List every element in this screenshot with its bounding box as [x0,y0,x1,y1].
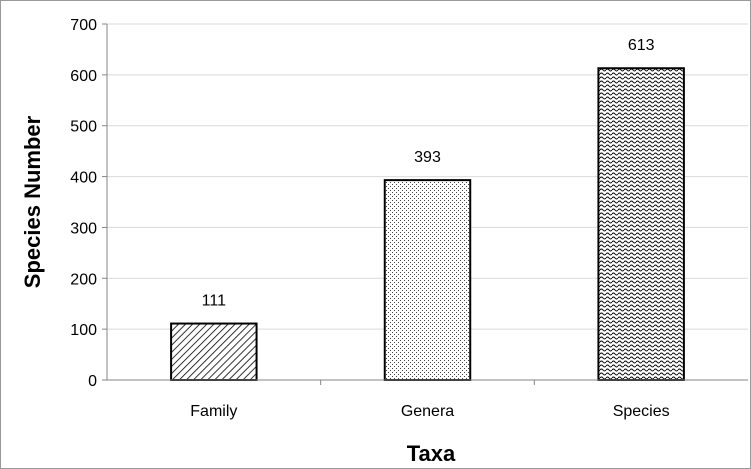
y-tick-label: 500 [70,119,97,136]
y-tick-label: 100 [70,322,97,339]
y-tick-label: 300 [70,220,97,237]
y-tick-label: 200 [70,271,97,288]
data-label: 613 [628,37,655,54]
data-label: 111 [202,293,226,310]
axes [102,23,748,385]
y-tick-label: 700 [70,17,97,34]
x-axis-title: Taxa [407,441,456,466]
x-tick-label: Species [613,403,670,420]
labels: 0 100 200 300 400 500 600 700 Family 111 Genera 393… [70,17,669,420]
x-tick-label: Family [190,403,237,420]
x-tick-label: Genera [401,403,454,420]
data-label: 393 [414,149,441,166]
bar-genera [383,179,472,381]
bar-family [170,322,258,382]
y-tick-label: 400 [70,170,97,187]
bar-species [597,67,685,381]
y-tick-label: 600 [70,68,97,85]
y-axis-title: Species Number [20,115,45,288]
y-tick-label: 0 [88,373,97,390]
bars [170,67,685,382]
